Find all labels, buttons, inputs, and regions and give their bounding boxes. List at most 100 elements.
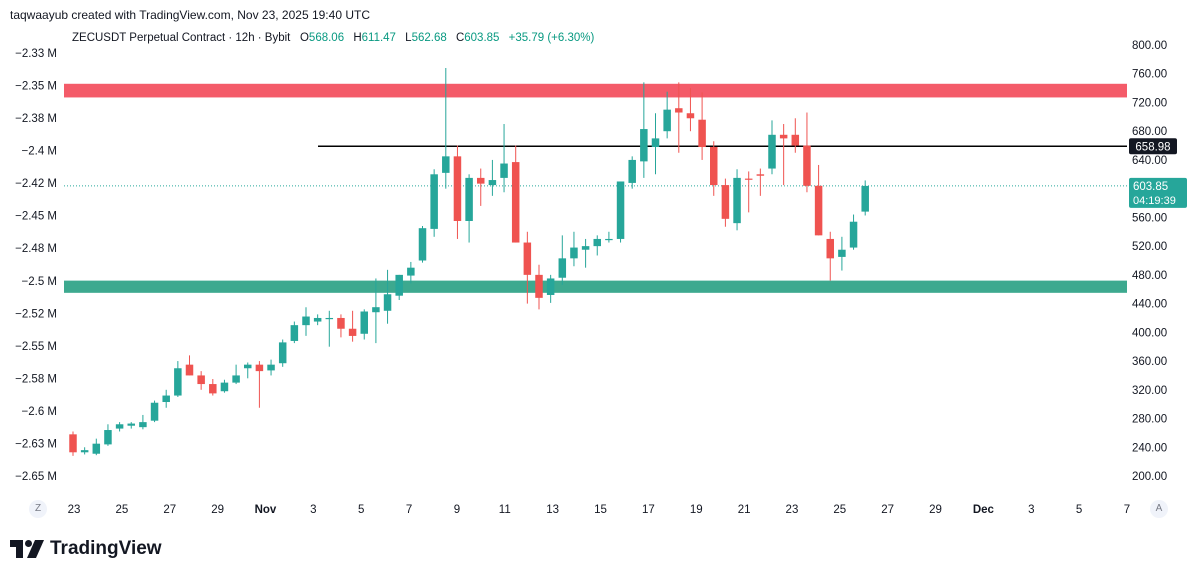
candle bbox=[581, 238, 590, 268]
low-label: L bbox=[405, 32, 412, 44]
candle bbox=[861, 180, 869, 216]
candle bbox=[232, 364, 240, 385]
candle-body bbox=[768, 134, 776, 169]
candle bbox=[244, 362, 252, 379]
time-axis-tick: 9 bbox=[454, 504, 460, 516]
candle-body bbox=[69, 434, 77, 453]
right-axis-tick: 520.00 bbox=[1132, 241, 1167, 253]
right-axis-tick: 480.00 bbox=[1132, 270, 1167, 282]
price-tags-layer: 658.98 603.85 04:19:39 bbox=[1129, 138, 1187, 208]
close-value: 603.85 bbox=[464, 32, 500, 44]
candle bbox=[756, 168, 765, 196]
candle bbox=[698, 92, 706, 160]
candle-body bbox=[348, 328, 357, 336]
candle bbox=[791, 118, 800, 153]
candle-body bbox=[174, 368, 182, 396]
candle bbox=[325, 310, 334, 347]
candle-body bbox=[838, 249, 846, 257]
candle-body bbox=[325, 317, 334, 320]
candle bbox=[710, 141, 718, 196]
candle bbox=[593, 235, 601, 256]
candle bbox=[290, 321, 299, 344]
candle-body bbox=[698, 119, 706, 148]
left-axis-tick: −2.48 M bbox=[15, 243, 57, 255]
right-axis-tick: 200.00 bbox=[1132, 471, 1167, 483]
candle-body bbox=[570, 247, 578, 259]
auto-scale-toggle[interactable]: A bbox=[1150, 500, 1168, 518]
candle bbox=[465, 174, 473, 243]
candle bbox=[511, 145, 520, 243]
right-axis-tick: 560.00 bbox=[1132, 212, 1167, 224]
time-axis-tick: 7 bbox=[1124, 504, 1130, 516]
time-axis-tick: 23 bbox=[68, 504, 81, 516]
open-label: O bbox=[299, 32, 309, 44]
candle bbox=[104, 424, 112, 446]
right-axis-tick: 720.00 bbox=[1132, 97, 1167, 109]
left-axis-tick: −2.42 M bbox=[15, 178, 57, 190]
candle-body bbox=[185, 364, 194, 376]
low-value: 562.68 bbox=[411, 32, 447, 44]
candle-body bbox=[442, 156, 450, 173]
candle-body bbox=[605, 238, 613, 241]
time-axis-tick: 25 bbox=[833, 504, 846, 516]
candle-body bbox=[849, 221, 858, 248]
candle-body bbox=[302, 316, 310, 326]
candle-body bbox=[803, 145, 811, 186]
candle-body bbox=[267, 364, 275, 371]
candle-body bbox=[80, 450, 89, 453]
time-axis-tick: 11 bbox=[499, 504, 511, 516]
candle bbox=[69, 431, 77, 456]
candle bbox=[92, 438, 101, 456]
candle bbox=[546, 274, 555, 303]
candle-body bbox=[675, 108, 683, 113]
high-label: H bbox=[353, 32, 362, 44]
right-axis-tick: 440.00 bbox=[1132, 299, 1167, 311]
left-axis-tick: −2.33 M bbox=[15, 48, 57, 60]
candle bbox=[744, 171, 753, 213]
time-axis-tick: 23 bbox=[786, 504, 799, 516]
left-axis-tick: −2.35 M bbox=[15, 81, 57, 93]
candle-body bbox=[663, 109, 671, 132]
candle-body bbox=[337, 317, 345, 329]
candle-body bbox=[488, 180, 497, 186]
candle bbox=[278, 339, 287, 367]
brand-name: TradingView bbox=[50, 538, 162, 559]
candle-body bbox=[278, 342, 287, 364]
candle bbox=[418, 226, 427, 263]
candle bbox=[675, 82, 683, 153]
candle-body bbox=[418, 228, 427, 261]
candle-body bbox=[92, 443, 101, 454]
candle-body bbox=[523, 242, 532, 275]
right-axis: 800.00760.00720.00680.00640.00600.00560.… bbox=[1132, 40, 1167, 483]
candle bbox=[209, 379, 217, 396]
candle bbox=[430, 169, 438, 237]
symbol-title[interactable]: ZECUSDT Perpetual Contract · 12h · Bybit bbox=[72, 32, 291, 44]
close-label: C bbox=[455, 32, 465, 44]
candle-body bbox=[814, 185, 823, 236]
candle-body bbox=[744, 178, 753, 180]
time-axis-tick: 29 bbox=[929, 504, 942, 516]
left-axis-tick: −2.65 M bbox=[15, 471, 57, 483]
candle bbox=[523, 231, 532, 304]
candle-body bbox=[535, 274, 543, 298]
candle-body bbox=[232, 375, 240, 383]
time-axis-tick: 3 bbox=[310, 504, 316, 516]
change-value: +35.79 (+6.30%) bbox=[508, 32, 595, 44]
current-price-tag-bg bbox=[1129, 177, 1187, 208]
left-axis-tick: −2.5 M bbox=[22, 276, 57, 288]
candle bbox=[220, 379, 229, 393]
candle-body bbox=[593, 238, 601, 247]
candle bbox=[197, 371, 205, 390]
candle bbox=[313, 314, 322, 326]
candle-body bbox=[150, 402, 159, 421]
log-scale-toggle[interactable]: Z bbox=[29, 500, 47, 518]
time-axis-tick: 21 bbox=[738, 504, 751, 516]
price-tag-label: 658.98 bbox=[1135, 141, 1170, 153]
candle bbox=[115, 422, 124, 432]
candle bbox=[267, 359, 275, 376]
candle bbox=[162, 389, 170, 408]
right-axis-tick: 320.00 bbox=[1132, 385, 1167, 397]
candle-body bbox=[511, 162, 520, 243]
candle bbox=[768, 120, 776, 175]
